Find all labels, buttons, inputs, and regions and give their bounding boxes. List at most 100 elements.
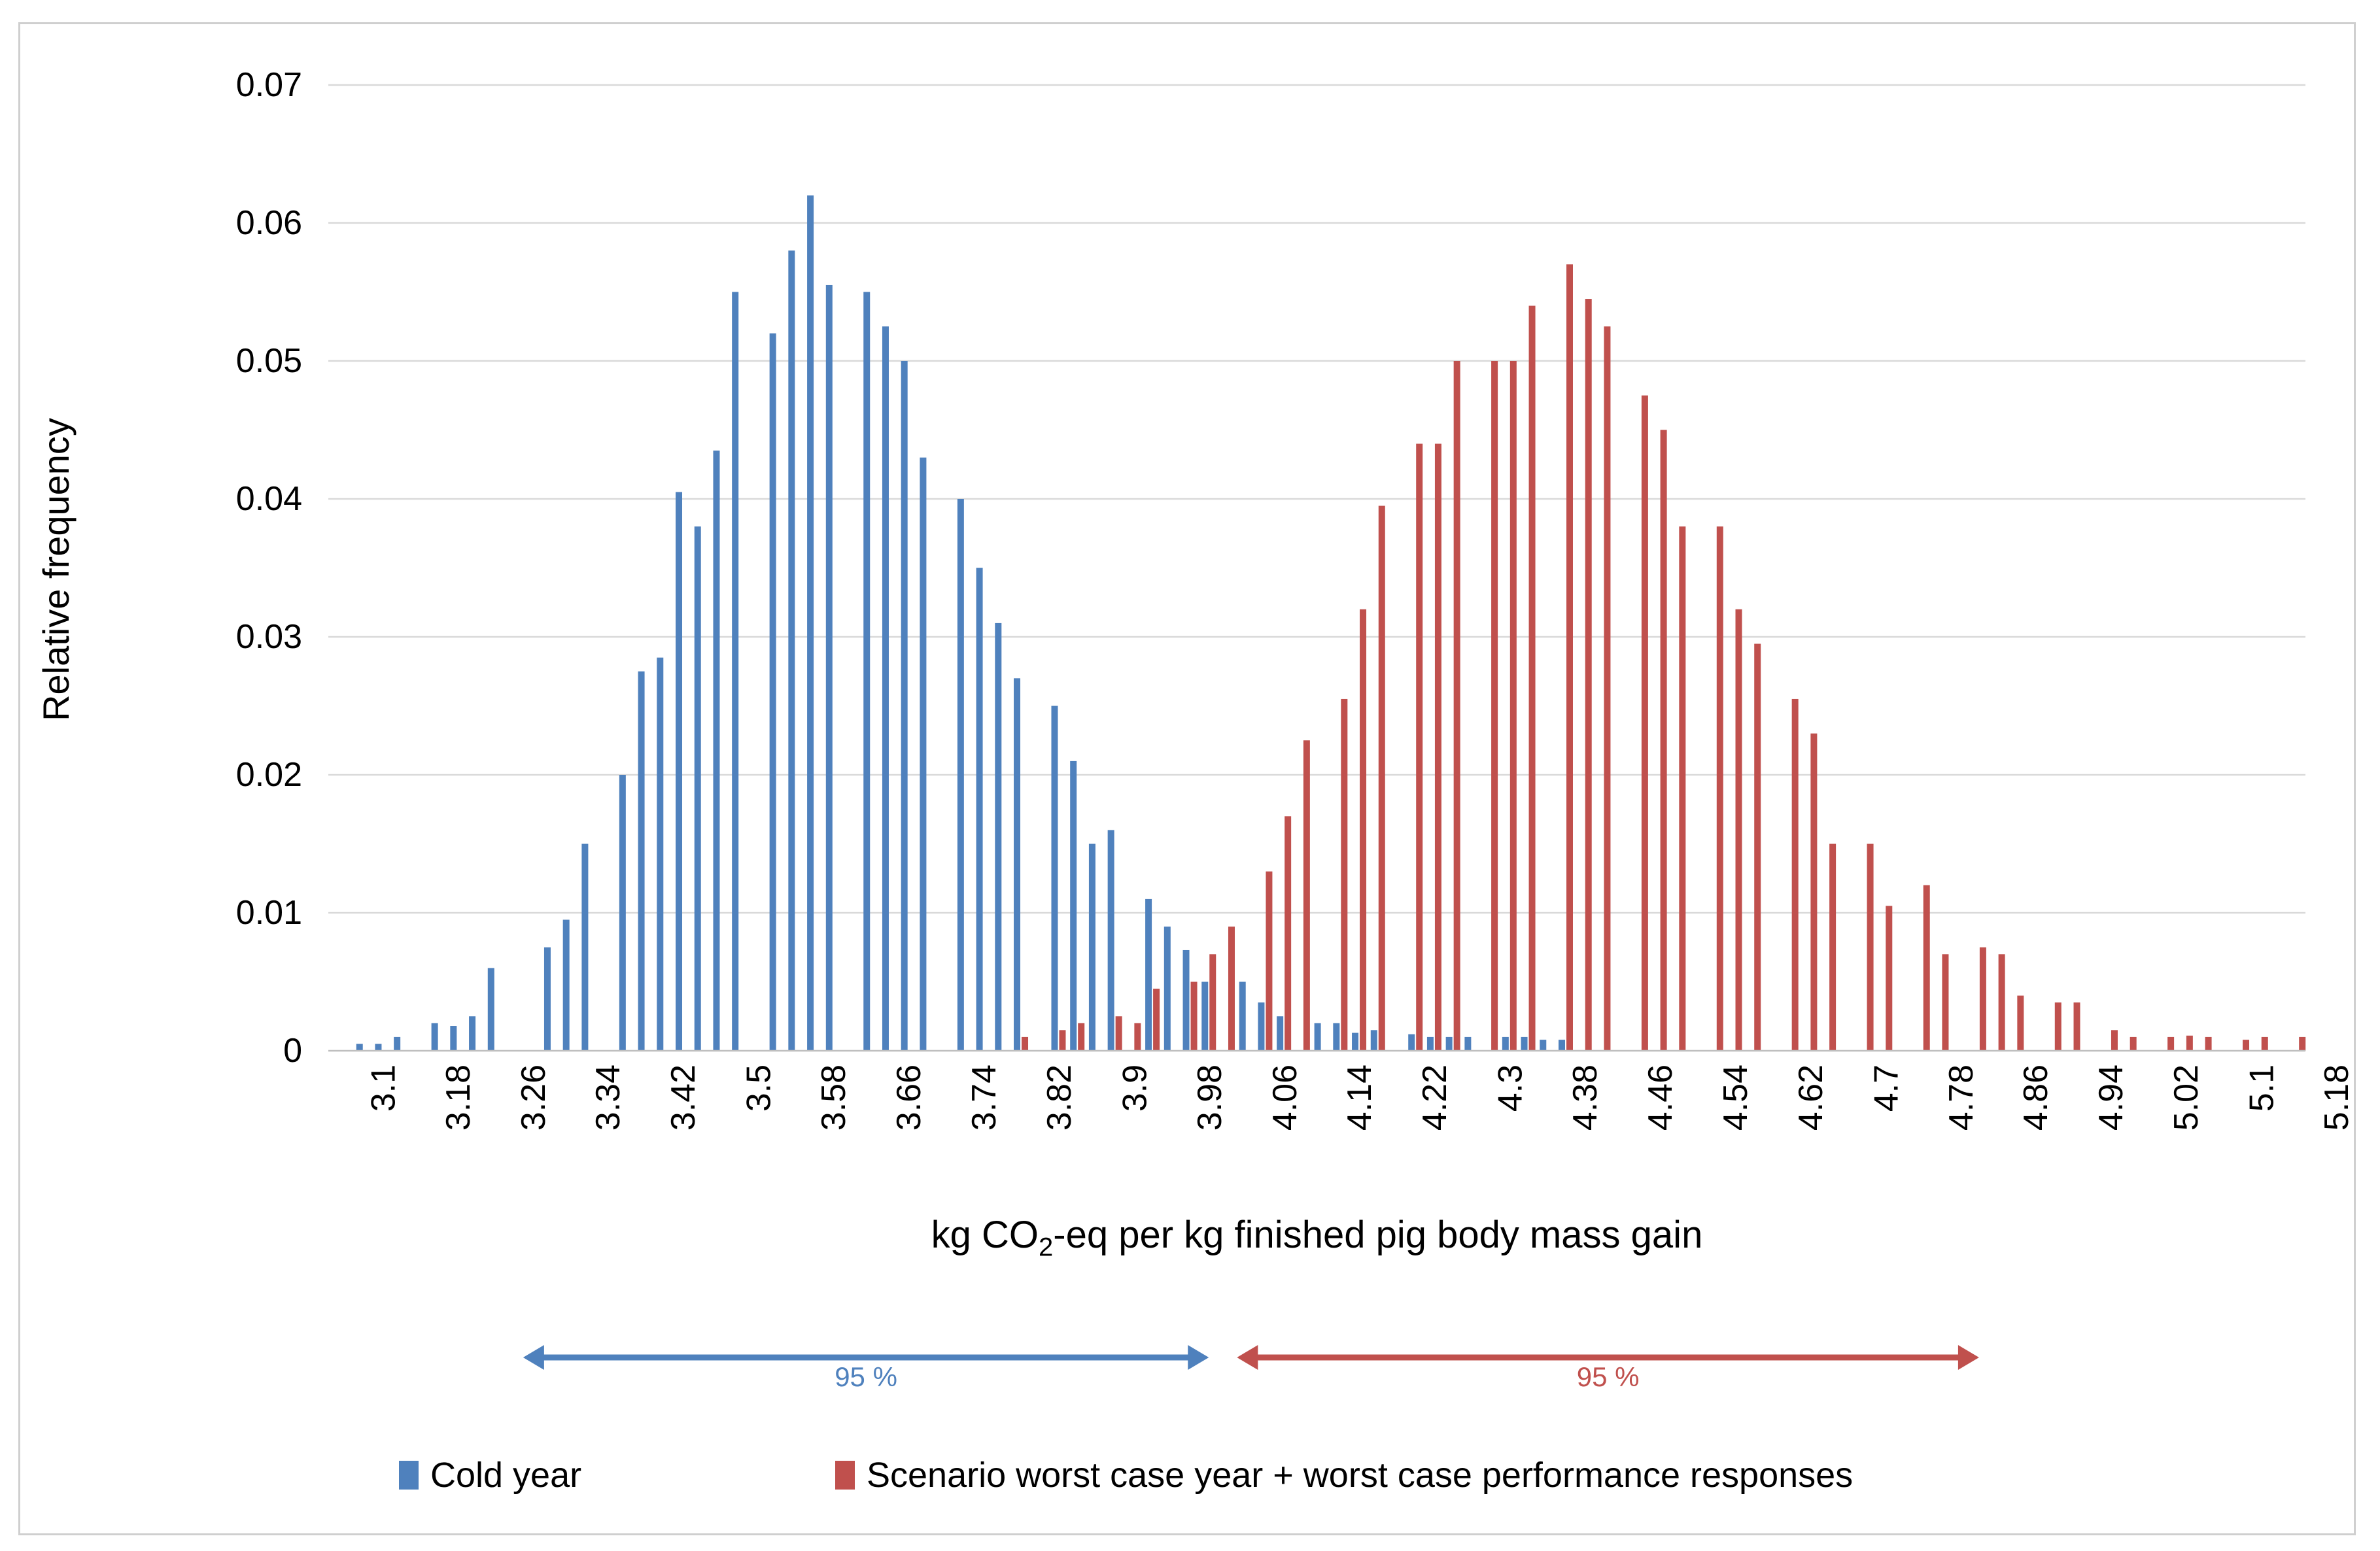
x-axis-title-text: kg CO <box>931 1214 1039 1256</box>
x-tick-label: 3.9 <box>1115 1065 1154 1112</box>
arrow-head-left-icon <box>1237 1345 1258 1370</box>
histogram-bar-worst-case <box>1754 643 1761 1051</box>
x-tick-label: 4.7 <box>1867 1065 1905 1112</box>
histogram-bar-cold-year <box>1426 1036 1434 1051</box>
y-axis-title: Relative frequency <box>35 418 77 721</box>
y-tick-label: 0.01 <box>235 894 302 932</box>
x-tick-label: 4.46 <box>1642 1065 1680 1131</box>
histogram-bar-worst-case <box>1998 954 2005 1051</box>
histogram-bar-worst-case <box>1285 816 1292 1051</box>
histogram-bar-worst-case <box>1660 430 1667 1051</box>
histogram-bar-cold-year <box>356 1044 363 1051</box>
histogram-bar-cold-year <box>882 326 889 1051</box>
histogram-bar-worst-case <box>1115 1016 1122 1051</box>
histogram-bar-worst-case <box>1078 1023 1085 1051</box>
histogram-bar-cold-year <box>1540 1040 1547 1051</box>
x-tick-label: 3.26 <box>514 1065 553 1131</box>
histogram-bar-worst-case <box>1679 526 1686 1051</box>
x-axis-title-subscript: 2 <box>1039 1233 1054 1262</box>
histogram-bar-worst-case <box>2130 1036 2137 1051</box>
histogram-bar-worst-case <box>1604 326 1611 1051</box>
y-tick-label: 0.03 <box>235 618 302 656</box>
arrow-head-left-icon <box>523 1345 544 1370</box>
histogram-bar-cold-year <box>1333 1023 1340 1051</box>
x-tick-label: 4.78 <box>1942 1065 1980 1131</box>
histogram-bar-cold-year <box>1088 844 1095 1051</box>
histogram-bar-cold-year <box>995 622 1002 1051</box>
histogram-bar-worst-case <box>2299 1036 2306 1051</box>
histogram-bar-cold-year <box>1521 1036 1528 1051</box>
histogram-bar-worst-case <box>1509 361 1517 1051</box>
histogram-bar-cold-year <box>863 292 871 1051</box>
histogram-bar-worst-case <box>1491 361 1498 1051</box>
histogram-bar-worst-case <box>1829 844 1837 1051</box>
histogram-bar-worst-case <box>1810 733 1818 1051</box>
histogram-bar-worst-case <box>1266 871 1273 1051</box>
histogram-bar-worst-case <box>1134 1023 1141 1051</box>
histogram-bar-cold-year <box>694 526 701 1051</box>
x-tick-label: 4.14 <box>1341 1065 1379 1131</box>
histogram-bar-cold-year <box>920 457 927 1051</box>
y-tick-label: 0.05 <box>235 342 302 380</box>
x-tick-label: 3.1 <box>364 1065 402 1112</box>
histogram-bar-cold-year <box>1370 1030 1377 1051</box>
red-95-percent-label: 95 % <box>1576 1361 1640 1392</box>
histogram-bar-worst-case <box>1059 1030 1066 1051</box>
histogram-bar-cold-year <box>657 657 664 1051</box>
histogram-bar-worst-case <box>1416 443 1423 1051</box>
x-axis-title-text-suffix: -eq per kg finished pig body mass gain <box>1053 1214 1703 1256</box>
x-tick-label: 4.62 <box>1791 1065 1830 1131</box>
histogram-bar-worst-case <box>1735 609 1742 1051</box>
histogram-bar-cold-year <box>1502 1036 1509 1051</box>
histogram-bar-cold-year <box>1164 927 1171 1051</box>
x-tick-label: 3.98 <box>1190 1065 1229 1131</box>
x-tick-label: 3.74 <box>965 1065 1004 1131</box>
histogram-bar-cold-year <box>1258 1002 1265 1051</box>
histogram-bar-cold-year <box>1558 1040 1565 1051</box>
histogram-bar-cold-year <box>638 671 645 1051</box>
y-tick-label: 0.04 <box>235 480 302 518</box>
x-tick-label: 3.82 <box>1041 1065 1079 1131</box>
histogram-bar-worst-case <box>1022 1036 1029 1051</box>
histogram-bar-cold-year <box>1014 678 1021 1051</box>
x-tick-label: 4.94 <box>2092 1065 2131 1131</box>
cold-year-swatch-icon <box>399 1461 419 1490</box>
x-tick-label: 3.66 <box>890 1065 929 1131</box>
x-tick-label: 4.22 <box>1416 1065 1455 1131</box>
histogram-bar-cold-year <box>1464 1036 1472 1051</box>
histogram-bar-worst-case <box>1453 361 1460 1051</box>
legend-item-cold-year: Cold year <box>399 1457 581 1493</box>
histogram-bar-worst-case <box>2261 1036 2268 1051</box>
histogram-bar-cold-year <box>431 1023 438 1051</box>
blue-95-percent-label: 95 % <box>835 1361 897 1392</box>
histogram-bar-worst-case <box>2054 1002 2061 1051</box>
histogram-bar-cold-year <box>619 775 626 1051</box>
x-tick-label: 4.86 <box>2017 1065 2056 1131</box>
histogram-bar-cold-year <box>581 844 589 1051</box>
histogram-bar-worst-case <box>2205 1036 2212 1051</box>
y-tick-label: 0 <box>283 1032 302 1070</box>
histogram-bar-worst-case <box>2167 1036 2175 1051</box>
x-axis-title: kg CO2-eq per kg finished pig body mass … <box>328 1214 2305 1269</box>
histogram-bar-cold-year <box>1201 981 1209 1051</box>
histogram-bar-cold-year <box>976 568 983 1051</box>
worst-case-swatch-icon <box>835 1461 855 1490</box>
histogram-bar-worst-case <box>1190 981 1198 1051</box>
histogram-bar-worst-case <box>1341 698 1348 1051</box>
histogram-bar-cold-year <box>394 1036 401 1051</box>
x-tick-label: 4.54 <box>1717 1065 1755 1131</box>
histogram-bar-worst-case <box>1153 989 1160 1051</box>
histogram-bar-worst-case <box>1886 906 1893 1051</box>
x-tick-label: 4.3 <box>1491 1065 1530 1112</box>
histogram-bar-worst-case <box>1867 844 1874 1051</box>
histogram-bar-cold-year <box>1445 1036 1453 1051</box>
histogram-bar-worst-case <box>2017 995 2024 1051</box>
histogram-bar-worst-case <box>1566 264 1573 1051</box>
histogram-bar-cold-year <box>1277 1016 1284 1051</box>
histogram-bar-cold-year <box>1051 706 1058 1051</box>
histogram-bar-worst-case <box>1228 927 1235 1051</box>
histogram-bar-worst-case <box>1979 947 1986 1051</box>
x-tick-label: 3.34 <box>589 1065 628 1131</box>
confidence-interval-arrows <box>523 1345 1979 1370</box>
histogram-bar-cold-year <box>1182 949 1190 1051</box>
